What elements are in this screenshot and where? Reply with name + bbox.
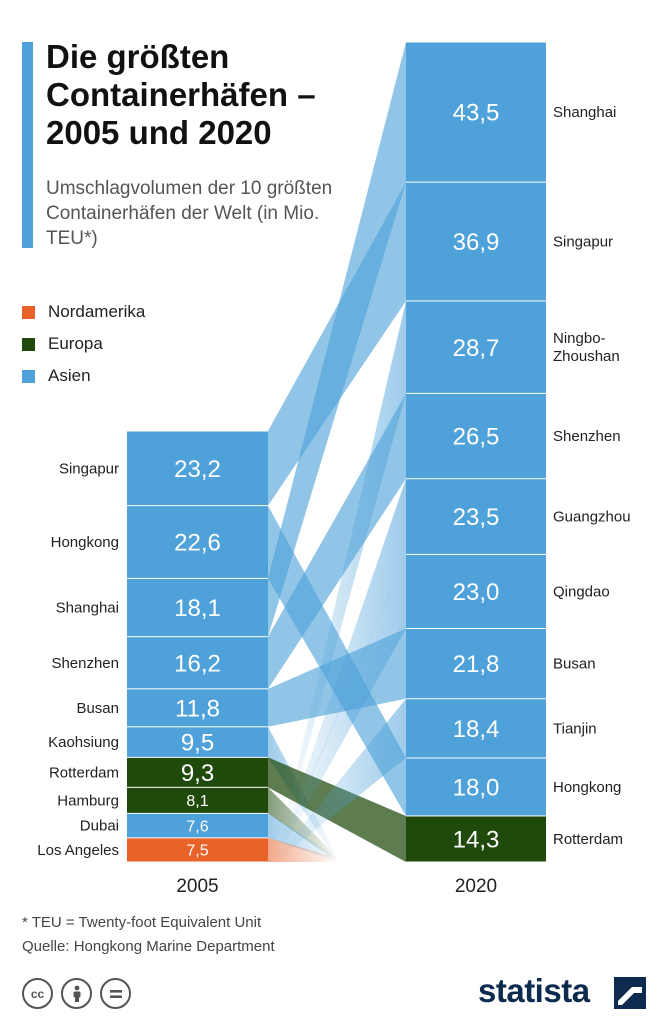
value-label: 23,2: [174, 456, 221, 483]
port-label-shenzhen: Shenzhen: [553, 428, 621, 445]
statista-wordmark[interactable]: statista: [478, 972, 590, 1009]
bar-right-busan: [406, 628, 546, 699]
flow-fade-guangzhou: [276, 478, 406, 861]
bar-left-kaohsiung: [127, 727, 268, 757]
value-label: 9,5: [181, 730, 214, 757]
value-label: 26,5: [453, 424, 500, 451]
port-label-busan: Busan: [553, 656, 596, 673]
value-label: 36,9: [453, 229, 500, 256]
port-label-dubai: Dubai: [80, 818, 119, 835]
bar-right-singapur: [406, 182, 546, 301]
port-label-hamburg: Hamburg: [57, 792, 119, 809]
cc-icon[interactable]: cc: [22, 978, 53, 1009]
bar-right-tianjin: [406, 699, 546, 758]
port-label-los-angeles: Los Angeles: [37, 842, 119, 859]
license-icons: cc: [22, 978, 131, 1009]
legend: Nordamerika Europa Asien: [22, 296, 145, 392]
statista-logo-icon[interactable]: [614, 977, 646, 1009]
port-label-shanghai: Shanghai: [553, 104, 616, 121]
legend-swatch: [22, 305, 35, 319]
bar-left-busan: [127, 689, 268, 727]
value-label: 23,5: [453, 504, 500, 531]
bar-left-shenzhen: [127, 637, 268, 689]
bar-right-hongkong: [406, 758, 546, 816]
value-label: 9,3: [181, 760, 214, 787]
bar-right-shenzhen: [406, 393, 546, 479]
legend-label: Nordamerika: [48, 302, 146, 321]
chart-subtitle: Umschlagvolumen der 10 größten Container…: [46, 178, 333, 249]
value-label: 7,5: [186, 843, 208, 860]
flow-fade-ningbo-zhoushan: [276, 300, 406, 861]
by-person-icon[interactable]: [61, 978, 92, 1009]
value-label: 28,7: [453, 335, 500, 362]
port-label-kaohsiung: Kaohsiung: [48, 734, 119, 751]
flow-ribbon-shanghai: [268, 42, 406, 637]
bar-left-hamburg: [127, 787, 268, 813]
nd-equals-icon[interactable]: [100, 978, 131, 1009]
legend-label: Asien: [48, 366, 91, 385]
footnote-teu: * TEU = Twenty-foot Equivalent Unit: [22, 914, 262, 931]
port-label-rotterdam: Rotterdam: [49, 764, 119, 781]
port-label-singapur: Singapur: [59, 460, 119, 477]
bar-right-shanghai: [406, 42, 546, 182]
port-label-rotterdam: Rotterdam: [553, 831, 623, 848]
value-label: 18,1: [174, 595, 221, 622]
port-label-ningbo-zhoushan: Ningbo-: [553, 330, 606, 347]
legend-item-asien: Asien: [22, 360, 145, 392]
value-label: 21,8: [453, 651, 500, 678]
bar-left-dubai: [127, 813, 268, 838]
bar-left-shanghai: [127, 578, 268, 637]
port-label-busan: Busan: [76, 700, 119, 717]
flow-fade-hamburg: [268, 787, 338, 862]
bar-left-hongkong: [127, 506, 268, 578]
port-label-hongkong: Hongkong: [51, 534, 119, 551]
bar-right-rotterdam: [406, 816, 546, 862]
value-label: 8,1: [186, 793, 208, 810]
port-label-shanghai: Shanghai: [56, 600, 119, 617]
bar-left-rotterdam: [127, 757, 268, 787]
value-label: 14,3: [453, 827, 500, 854]
bar-right-qingdao: [406, 554, 546, 628]
value-label: 23,0: [453, 579, 500, 606]
bar-left-los-angeles: [127, 838, 268, 862]
port-label-tianjin: Tianjin: [553, 720, 597, 737]
value-label: 18,0: [453, 775, 500, 802]
port-label-hongkong: Hongkong: [553, 779, 621, 796]
year-label-2020: 2020: [455, 876, 497, 897]
value-label: 43,5: [453, 100, 500, 127]
chart-title: Die größten Containerhäfen – 2005 und 20…: [46, 38, 316, 151]
value-label: 16,2: [174, 650, 221, 677]
value-label: 11,8: [175, 695, 220, 722]
flow-fade-tianjin: [276, 698, 406, 861]
bars-2020: 43,5 Shanghai 36,9 Singapur 28,7 Ningbo-Zhous…: [406, 42, 631, 862]
legend-swatch: [22, 337, 35, 351]
title-accent-bar: [22, 42, 33, 248]
flow-ribbons: [268, 42, 406, 862]
value-label: 7,6: [186, 818, 208, 835]
port-label-ningbo-zhoushan: Zhoushan: [553, 348, 620, 365]
port-label-shenzhen: Shenzhen: [51, 655, 119, 672]
bar-left-singapur: [127, 431, 268, 506]
bar-right-guangzhou: [406, 479, 546, 554]
legend-swatch: [22, 369, 35, 383]
bar-right-ningbo-zhoushan: [406, 301, 546, 393]
value-label: 22,6: [174, 530, 221, 557]
legend-item-nordamerika: Nordamerika: [22, 296, 145, 328]
value-label: 18,4: [453, 716, 500, 743]
port-label-qingdao: Qingdao: [553, 583, 610, 600]
source-note: Quelle: Hongkong Marine Department: [22, 938, 275, 955]
port-label-guangzhou: Guangzhou: [553, 509, 631, 526]
bars-2005: 23,2 Singapur 22,6 Hongkong 18,1 Shanghai 16,2…: [37, 431, 268, 862]
year-label-2005: 2005: [176, 876, 218, 897]
legend-label: Europa: [48, 334, 103, 353]
legend-item-europa: Europa: [22, 328, 145, 360]
flow-fade-qingdao: [276, 554, 406, 861]
port-label-singapur: Singapur: [553, 234, 613, 251]
